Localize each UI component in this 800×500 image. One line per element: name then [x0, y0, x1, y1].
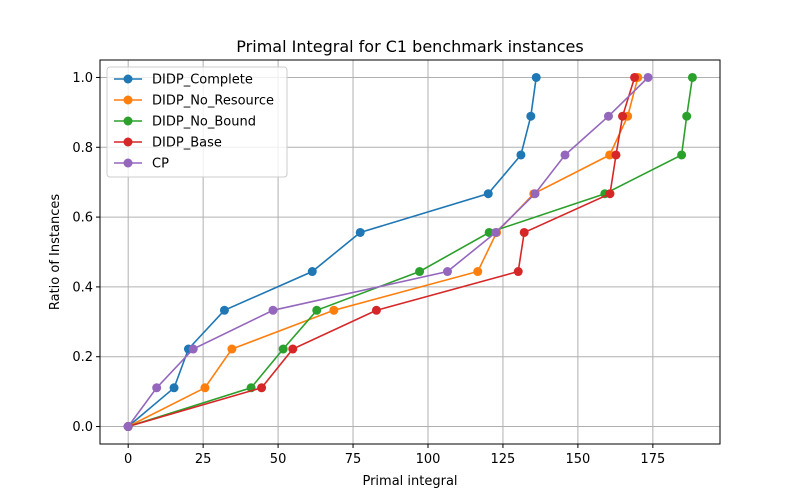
series-line-cp: [127, 76, 649, 427]
data-point-didp-no-bound: [677, 150, 687, 160]
data-point-didp-base: [611, 150, 621, 160]
legend-label-didp-no-resource: DIDP_No_Resource: [152, 94, 274, 109]
series-line-didp-no-bound: [127, 77, 694, 428]
data-point-didp-no-resource: [227, 344, 237, 354]
legend-marker-cp: [123, 158, 133, 168]
data-point-didp-no-bound: [415, 267, 425, 277]
data-point-didp-no-resource: [473, 267, 483, 277]
data-point-didp-complete: [483, 189, 493, 199]
x-axis-label: Primal integral: [362, 474, 457, 489]
y-tick-label: 0.8: [72, 141, 93, 156]
data-point-cp: [268, 305, 278, 315]
x-tick-label: 100: [416, 452, 441, 467]
data-point-didp-no-bound: [687, 72, 697, 82]
y-axis-label: Ratio of Instances: [48, 194, 63, 310]
x-tick-label: 50: [270, 452, 287, 467]
legend-marker-didp-no-bound: [123, 116, 133, 126]
legend-marker-didp-no-resource: [123, 95, 133, 105]
data-point-cp: [123, 422, 133, 432]
data-point-didp-base: [630, 72, 640, 82]
x-tick-label: 0: [124, 452, 132, 467]
legend-marker-didp-complete: [123, 74, 133, 84]
data-point-didp-complete: [169, 383, 179, 393]
y-axis-ticks: 0.0 0.2 0.4 0.6 0.8 1.0: [72, 71, 100, 435]
legend-marker-didp-base: [123, 137, 133, 147]
data-point-cp: [560, 150, 570, 160]
data-point-cp: [603, 111, 613, 121]
data-point-didp-no-resource: [329, 305, 339, 315]
y-tick-label: 0.6: [72, 211, 93, 226]
legend-label-cp: CP: [152, 157, 169, 172]
data-point-didp-complete: [516, 150, 526, 160]
data-point-didp-complete: [307, 267, 317, 277]
series-cp: [123, 72, 653, 432]
series-line-didp-complete: [127, 77, 537, 428]
x-tick-label: 175: [640, 452, 665, 467]
data-point-didp-complete: [531, 72, 541, 82]
data-point-cp: [442, 267, 452, 277]
data-point-didp-no-resource: [200, 383, 210, 393]
y-tick-label: 1.0: [72, 71, 93, 86]
data-point-didp-base: [519, 227, 529, 237]
data-point-didp-no-bound: [312, 305, 322, 315]
legend-label-didp-no-bound: DIDP_No_Bound: [152, 115, 256, 130]
chart-title: Primal Integral for C1 benchmark instanc…: [236, 37, 583, 56]
x-tick-label: 25: [195, 452, 212, 467]
legend-box: [106, 66, 288, 178]
y-tick-label: 0.2: [72, 350, 93, 365]
y-tick-label: 0.0: [72, 420, 93, 435]
data-point-didp-no-resource: [605, 150, 615, 160]
data-point-didp-base: [257, 383, 267, 393]
x-axis-ticks: 0 25 50 75 100 125 150 175: [124, 444, 665, 467]
data-point-didp-base: [288, 344, 298, 354]
series-line-didp-base: [127, 77, 636, 428]
data-point-didp-base: [605, 189, 615, 199]
plot-series: [123, 72, 697, 432]
data-point-cp: [152, 383, 162, 393]
data-point-didp-base: [618, 111, 628, 121]
legend-label-didp-base: DIDP_Base: [152, 136, 222, 151]
data-point-didp-complete: [355, 227, 365, 237]
data-point-cp: [530, 189, 540, 199]
x-tick-label: 125: [491, 452, 516, 467]
data-point-didp-complete: [526, 111, 536, 121]
legend: DIDP_Complete DIDP_No_Resource DIDP_No_B…: [106, 66, 288, 178]
legend-label-didp-complete: DIDP_Complete: [152, 73, 253, 88]
data-point-didp-base: [371, 305, 381, 315]
y-tick-label: 0.4: [72, 280, 93, 295]
data-point-cp: [491, 227, 501, 237]
data-point-didp-complete: [219, 305, 229, 315]
x-tick-label: 150: [565, 452, 590, 467]
data-point-cp: [643, 72, 653, 82]
data-point-didp-no-bound: [484, 227, 494, 237]
data-point-didp-no-bound: [682, 111, 692, 121]
plot-area-frame: [99, 59, 721, 445]
x-tick-label: 75: [345, 452, 362, 467]
data-point-didp-no-bound: [278, 344, 288, 354]
data-point-didp-base: [513, 267, 523, 277]
data-point-cp: [188, 344, 198, 354]
